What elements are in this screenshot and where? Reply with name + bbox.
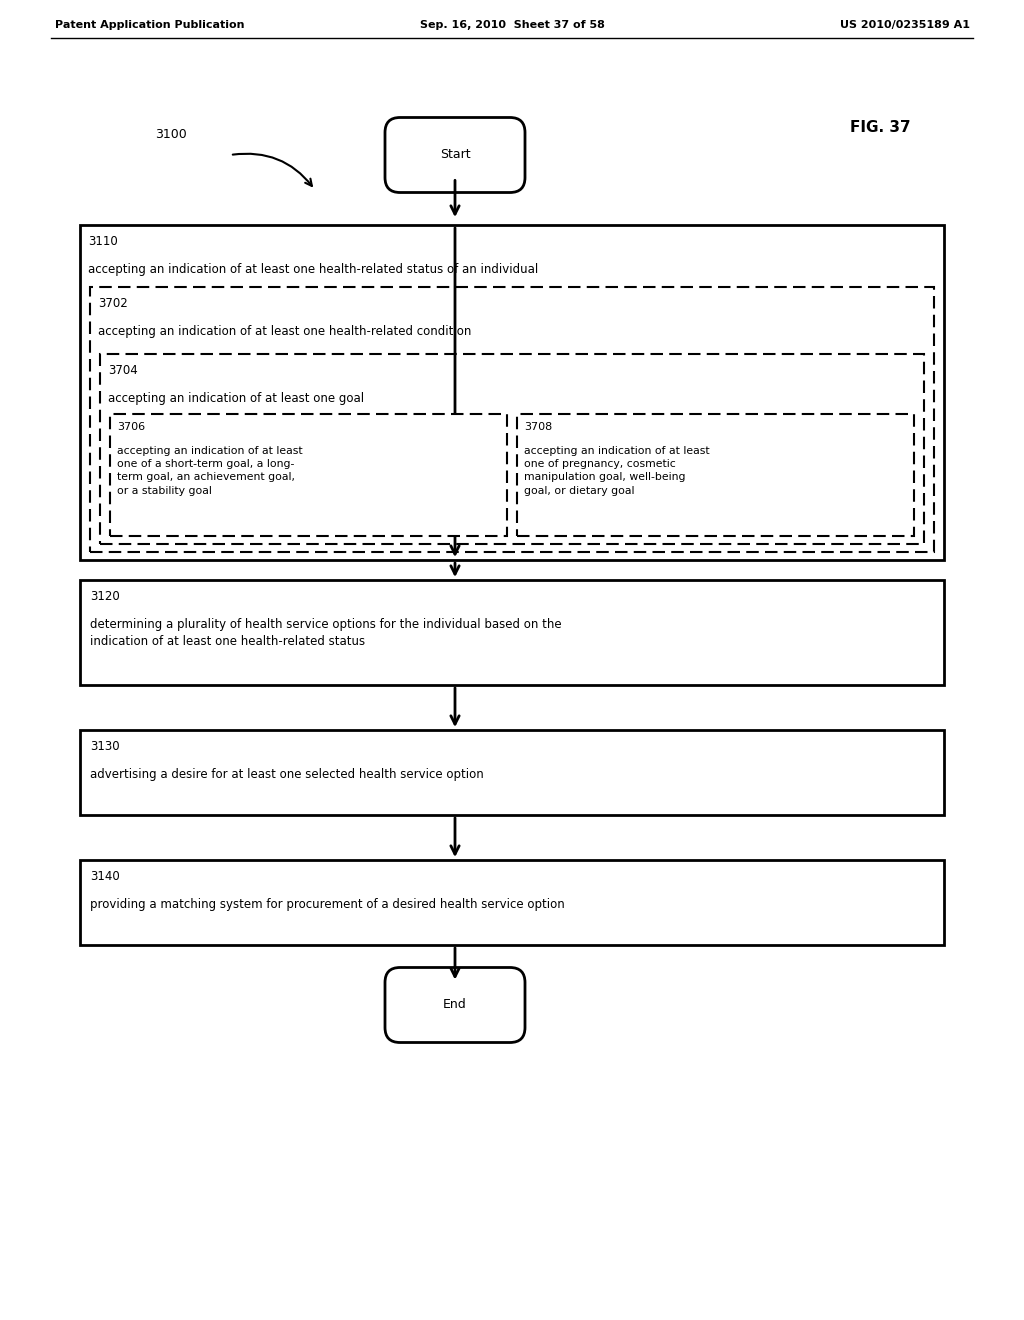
FancyBboxPatch shape [385,117,525,193]
Text: FIG. 37: FIG. 37 [850,120,910,135]
Bar [80,224,944,560]
Text: 3704: 3704 [108,364,138,378]
Text: advertising a desire for at least one selected health service option: advertising a desire for at least one se… [90,768,483,781]
FancyBboxPatch shape [385,968,525,1043]
Bar [80,579,944,685]
Text: accepting an indication of at least one health-related condition: accepting an indication of at least one … [98,325,471,338]
Text: 3130: 3130 [90,741,120,752]
Bar [90,286,934,552]
Text: 3702: 3702 [98,297,128,310]
Text: 3708: 3708 [524,422,552,432]
Bar [80,861,944,945]
Bar [517,414,914,536]
Text: 3110: 3110 [88,235,118,248]
Text: accepting an indication of at least one goal: accepting an indication of at least one … [108,392,365,405]
Text: 3120: 3120 [90,590,120,603]
Bar [100,354,924,544]
Text: determining a plurality of health service options for the individual based on th: determining a plurality of health servic… [90,618,561,648]
Text: 3100: 3100 [155,128,186,141]
Text: accepting an indication of at least one health-related status of an individual: accepting an indication of at least one … [88,263,539,276]
Bar [110,414,507,536]
Text: Sep. 16, 2010  Sheet 37 of 58: Sep. 16, 2010 Sheet 37 of 58 [420,20,604,30]
Text: providing a matching system for procurement of a desired health service option: providing a matching system for procurem… [90,898,565,911]
Bar [80,730,944,814]
Text: US 2010/0235189 A1: US 2010/0235189 A1 [840,20,970,30]
Text: Patent Application Publication: Patent Application Publication [55,20,245,30]
Text: 3140: 3140 [90,870,120,883]
Text: Start: Start [439,149,470,161]
Text: accepting an indication of at least
one of pregnancy, cosmetic
manipulation goal: accepting an indication of at least one … [524,446,710,495]
Text: accepting an indication of at least
one of a short-term goal, a long-
term goal,: accepting an indication of at least one … [117,446,303,495]
Text: End: End [443,998,467,1011]
Text: 3706: 3706 [117,422,145,432]
